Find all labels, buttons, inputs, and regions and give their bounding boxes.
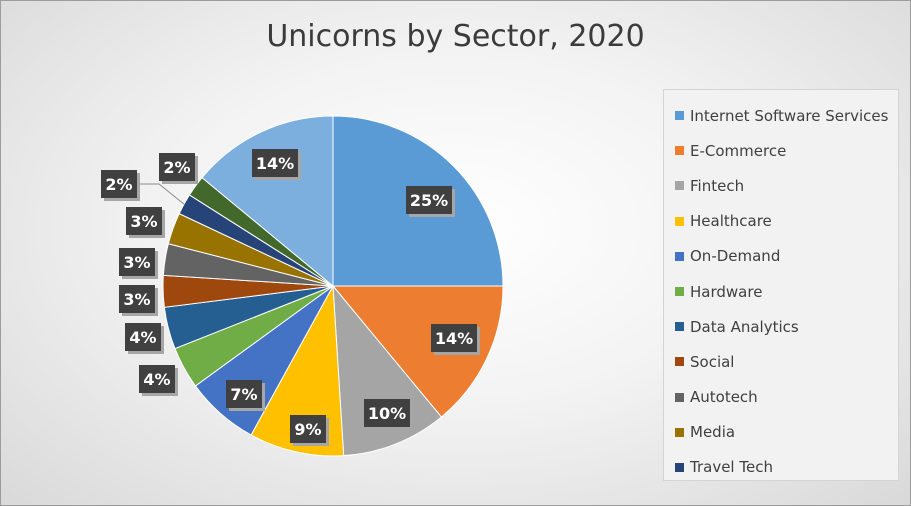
data-label-media: 3% [126, 207, 165, 238]
data-label-internet-software-services: 25% [406, 186, 455, 217]
legend-swatch [675, 181, 684, 191]
legend-label: Autotech [690, 388, 758, 407]
legend-label: Internet Software Services [690, 106, 889, 125]
svg-text:4%: 4% [129, 328, 156, 347]
legend-swatch [675, 251, 684, 261]
data-label-travel-tech: 2% [101, 170, 140, 201]
svg-text:25%: 25% [410, 191, 448, 210]
legend-swatch [675, 287, 684, 297]
svg-text:3%: 3% [130, 212, 157, 231]
legend-swatch [675, 322, 684, 332]
svg-text:10%: 10% [368, 404, 406, 423]
data-label-healthcare: 9% [290, 415, 329, 446]
legend-item-media: Media [664, 415, 898, 450]
legend-swatch [675, 357, 684, 367]
legend-label: E-Commerce [690, 141, 787, 160]
legend-item-social: Social [664, 344, 898, 379]
legend-item-travel-tech: Travel Tech [664, 450, 898, 485]
data-label-security: 2% [159, 153, 198, 184]
legend-label: Hardware [690, 282, 763, 301]
legend-item-hardware: Hardware [664, 274, 898, 309]
chart-title: Unicorns by Sector, 2020 [266, 19, 645, 54]
legend-swatch [675, 111, 684, 121]
svg-text:9%: 9% [294, 420, 321, 439]
svg-text:2%: 2% [163, 158, 190, 177]
leader-line-travel-tech [138, 183, 185, 205]
legend-swatch [675, 427, 684, 437]
legend-item-fintech: Fintech [664, 168, 898, 203]
legend-label: Travel Tech [690, 458, 773, 477]
legend-item-e-commerce: E-Commerce [664, 133, 898, 168]
legend-item-healthcare: Healthcare [664, 204, 898, 239]
svg-text:2%: 2% [105, 175, 132, 194]
legend-item-data-analytics: Data Analytics [664, 309, 898, 344]
data-label-e-commerce: 14% [431, 324, 480, 355]
svg-text:14%: 14% [435, 329, 473, 348]
chart-legend: Internet Software Services E-Commerce Fint… [663, 89, 899, 481]
legend-label: Social [690, 352, 735, 371]
legend-label: Healthcare [690, 212, 772, 231]
data-label-data-analytics: 4% [125, 323, 164, 354]
pie-slice-e-commerce [331, 285, 504, 418]
legend-item-autotech: Autotech [664, 380, 898, 415]
data-label-autotech: 3% [119, 248, 158, 279]
svg-text:3%: 3% [123, 253, 150, 272]
svg-text:14%: 14% [256, 154, 294, 173]
legend-swatch [675, 462, 684, 472]
data-label-hardware: 4% [139, 365, 178, 396]
data-label-on-demand: 7% [226, 380, 265, 411]
legend-item-on-demand: On-Demand [664, 239, 898, 274]
svg-text:7%: 7% [230, 385, 257, 404]
data-label-other: 14% [252, 149, 301, 180]
svg-text:3%: 3% [123, 290, 150, 309]
legend-swatch [675, 146, 684, 156]
data-label-fintech: 10% [364, 399, 413, 430]
legend-label: Data Analytics [690, 317, 799, 336]
legend-label: Media [690, 423, 736, 442]
pie-slice-healthcare [250, 284, 345, 457]
legend-swatch [675, 392, 684, 402]
svg-text:4%: 4% [143, 370, 170, 389]
legend-item-internet-software-services: Internet Software Services [664, 98, 898, 133]
legend-swatch [675, 216, 684, 226]
data-label-social: 3% [119, 285, 158, 316]
legend-label: Fintech [690, 176, 745, 195]
legend-label: On-Demand [690, 247, 781, 266]
pie-slice-fintech [332, 284, 443, 457]
